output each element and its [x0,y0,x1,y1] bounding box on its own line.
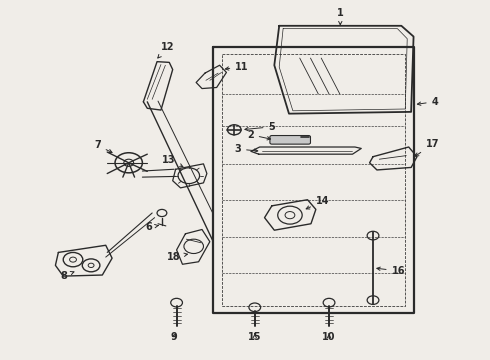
Text: 7: 7 [94,140,112,153]
Text: 1: 1 [337,8,343,25]
Text: 15: 15 [248,332,262,342]
Text: 12: 12 [158,42,174,58]
Text: 18: 18 [167,252,188,262]
FancyBboxPatch shape [270,135,311,144]
Text: 5: 5 [245,122,275,132]
Text: 8: 8 [61,271,74,280]
Text: 16: 16 [377,266,405,276]
Text: 4: 4 [417,97,439,107]
Text: 3: 3 [234,144,258,154]
Text: 17: 17 [415,139,440,156]
Text: 9: 9 [171,332,177,342]
Text: 14: 14 [306,197,329,209]
Text: 10: 10 [322,332,336,342]
Text: 13: 13 [162,155,183,167]
Text: 11: 11 [225,62,249,72]
Text: 2: 2 [247,130,270,140]
Text: 6: 6 [146,222,158,232]
